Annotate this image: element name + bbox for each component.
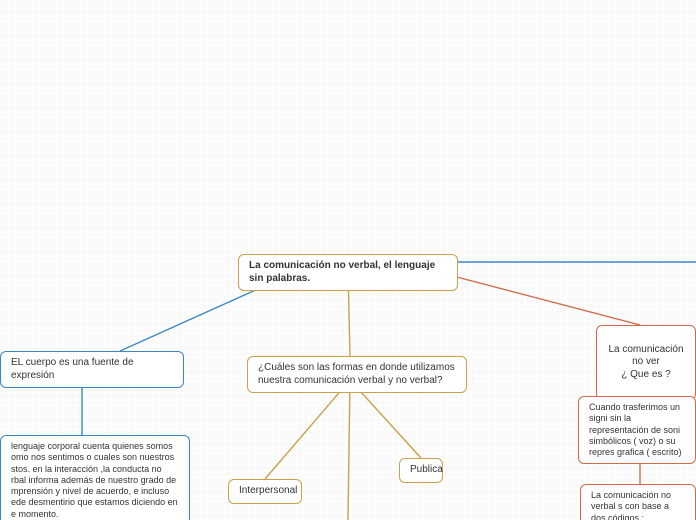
node-cuerpo[interactable]: EL cuerpo es una fuente de expresión [0, 351, 184, 388]
edge [265, 380, 350, 479]
node-interpersonal[interactable]: Interpersonal [228, 479, 302, 504]
node-codigos[interactable]: La comunicación no verbal s con base a d… [580, 484, 696, 520]
node-trasferimos[interactable]: Cuando trasferimos un signi sin la repre… [578, 396, 696, 464]
node-publica[interactable]: Publica [399, 458, 443, 483]
node-lenguaje-label: lenguaje corporal cuenta quienes somos o… [11, 441, 179, 520]
node-publica-label: Publica [410, 464, 432, 477]
node-interpersonal-label: Interpersonal [239, 485, 291, 498]
node-trasferimos-label: Cuando trasferimos un signi sin la repre… [589, 402, 685, 458]
node-codigos-label: La comunicación no verbal s con base a d… [591, 490, 685, 520]
edge [430, 270, 640, 325]
edge [348, 380, 350, 520]
node-formas[interactable]: ¿Cuáles son las formas en donde utilizam… [247, 356, 467, 393]
node-root-label: La comunicación no verbal, el lenguaje s… [249, 260, 447, 285]
node-formas-label: ¿Cuáles son las formas en donde utilizam… [258, 362, 456, 387]
node-root[interactable]: La comunicación no verbal, el lenguaje s… [238, 254, 458, 291]
node-lenguaje[interactable]: lenguaje corporal cuenta quienes somos o… [0, 435, 190, 520]
node-quees[interactable]: La comunicación no ver ¿ Que es ? [596, 325, 696, 400]
node-cuerpo-label: EL cuerpo es una fuente de expresión [11, 357, 173, 382]
node-quees-label: La comunicación no ver ¿ Que es ? [607, 344, 685, 382]
